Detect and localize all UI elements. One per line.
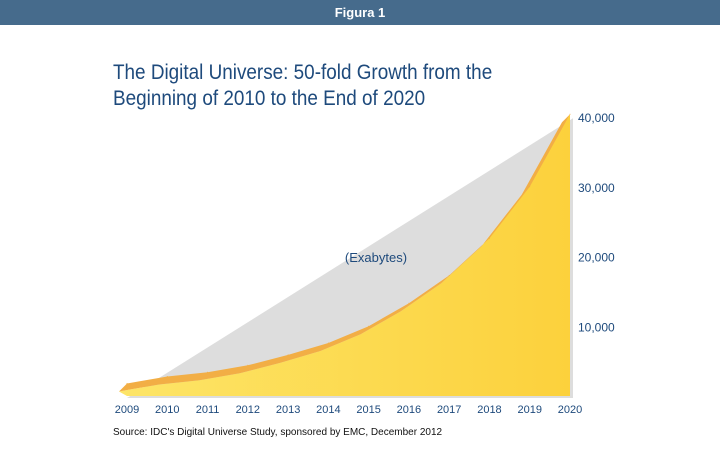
data-point-2020 (569, 113, 571, 115)
y-tick-label: 40,000 (578, 111, 615, 125)
area-fill (119, 114, 570, 397)
x-tick-label: 2017 (437, 404, 461, 416)
data-point-2014 (327, 342, 329, 344)
source-note: Source: IDC's Digital Universe Study, sp… (113, 427, 443, 438)
data-point-2016 (408, 302, 410, 304)
data-point-2019 (529, 186, 531, 188)
x-tick-label: 2014 (316, 404, 340, 416)
data-point-2009 (126, 382, 128, 384)
x-tick-label: 2010 (155, 404, 179, 416)
y-tick-label: 30,000 (578, 181, 615, 195)
chart-title: The Digital Universe: 50-fold Growth fro… (113, 61, 493, 110)
unit-annotation: (Exabytes) (345, 250, 407, 265)
y-tick-label: 10,000 (578, 320, 615, 334)
x-tick-label: 2016 (397, 404, 421, 416)
x-tick-label: 2013 (276, 404, 300, 416)
data-point-2012 (247, 364, 249, 366)
x-tick-label: 2012 (236, 404, 260, 416)
x-tick-label: 2020 (558, 404, 582, 416)
x-tick-label: 2019 (517, 404, 541, 416)
data-point-2010 (166, 375, 168, 377)
data-point-2013 (287, 354, 289, 356)
y-tick-label: 20,000 (578, 251, 615, 265)
x-tick-label: 2009 (115, 404, 139, 416)
data-point-2017 (448, 274, 450, 276)
x-tick-label: 2015 (356, 404, 380, 416)
x-tick-label: 2018 (477, 404, 501, 416)
data-point-2011 (207, 371, 209, 373)
figure-header: Figura 1 (0, 0, 720, 25)
x-tick-label: 2011 (196, 404, 220, 416)
data-point-2015 (368, 325, 370, 327)
data-point-2018 (488, 237, 490, 239)
